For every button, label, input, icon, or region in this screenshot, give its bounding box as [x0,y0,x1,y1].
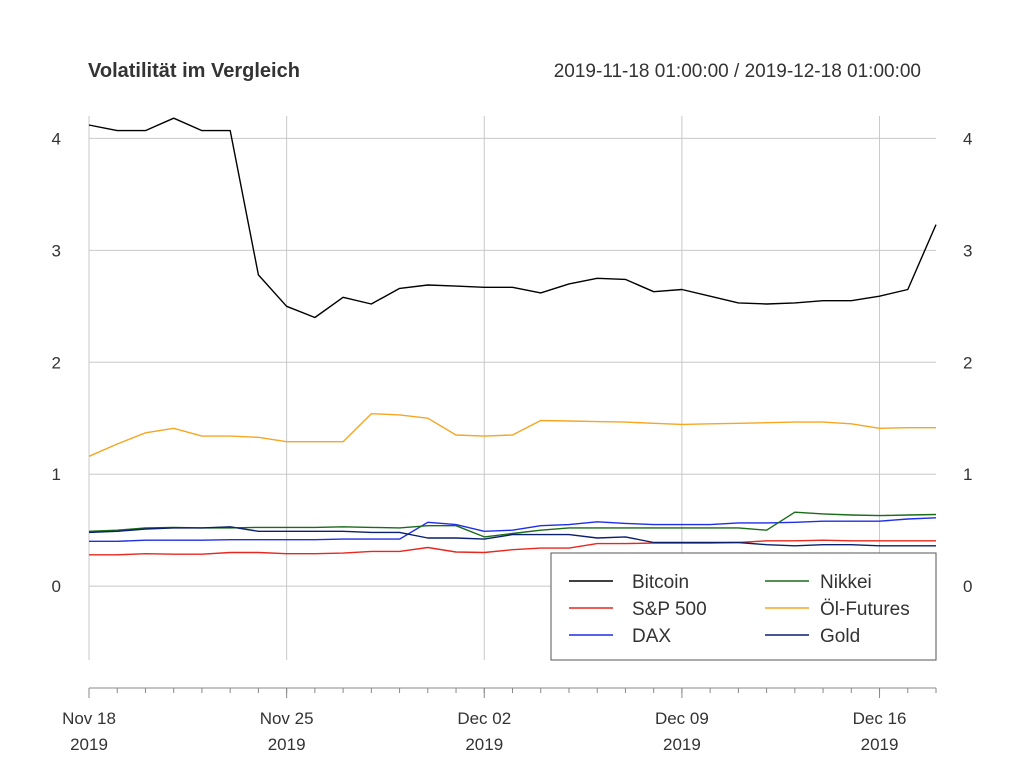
legend-label: Bitcoin [632,572,689,593]
x-tick-label: Dec 16 [853,709,907,728]
x-tick-label-year: 2019 [663,735,701,754]
y-tick-label-right: 1 [963,465,972,484]
series-line-s-p-500 [89,539,936,556]
y-tick-label-left: 3 [52,241,61,260]
y-tick-label-left: 2 [52,353,61,372]
x-tick-label: Dec 09 [655,709,709,728]
axes: 0 0 1 1 2 2 3 3 4 4 Nov 18 2019 Nov 25 2019 Dec 02 2019… [52,129,973,754]
x-tick-label-year: 2019 [70,735,108,754]
x-tick-label-year: 2019 [268,735,306,754]
x-tick-label: Dec 02 [457,709,511,728]
x-tick-label: Nov 25 [260,709,314,728]
y-tick-label-left: 1 [52,465,61,484]
x-tick-label: Nov 18 [62,709,116,728]
y-tick-label-left: 0 [52,577,61,596]
y-tick-label-right: 2 [963,353,972,372]
legend-label: Gold [820,626,860,647]
x-tick-label-year: 2019 [861,735,899,754]
date-range-label: 2019-11-18 01:00:00 / 2019-12-18 01:00:0… [554,61,921,82]
y-tick-label-right: 3 [963,241,972,260]
series-lines [88,117,937,556]
series-line-dax [89,517,937,542]
legend-label: DAX [632,626,671,647]
legend-box [550,552,937,661]
y-tick-label-left: 4 [52,129,61,148]
y-tick-label-right: 4 [963,129,972,148]
legend-label: S&P 500 [632,599,707,620]
series-line-gold [88,526,936,547]
legend-label: Öl-Futures [820,599,910,620]
legend: Bitcoin S&P 500 DAX Nikkei Öl-Futures Gold [550,552,937,661]
series-line--l-futures [88,413,936,457]
x-tick-label-year: 2019 [465,735,503,754]
y-tick-label-right: 0 [963,577,972,596]
legend-label: Nikkei [820,572,872,593]
series-line-nikkei [88,511,937,538]
series-line-bitcoin [88,117,937,319]
chart-title: Volatilität im Vergleich [88,60,300,82]
